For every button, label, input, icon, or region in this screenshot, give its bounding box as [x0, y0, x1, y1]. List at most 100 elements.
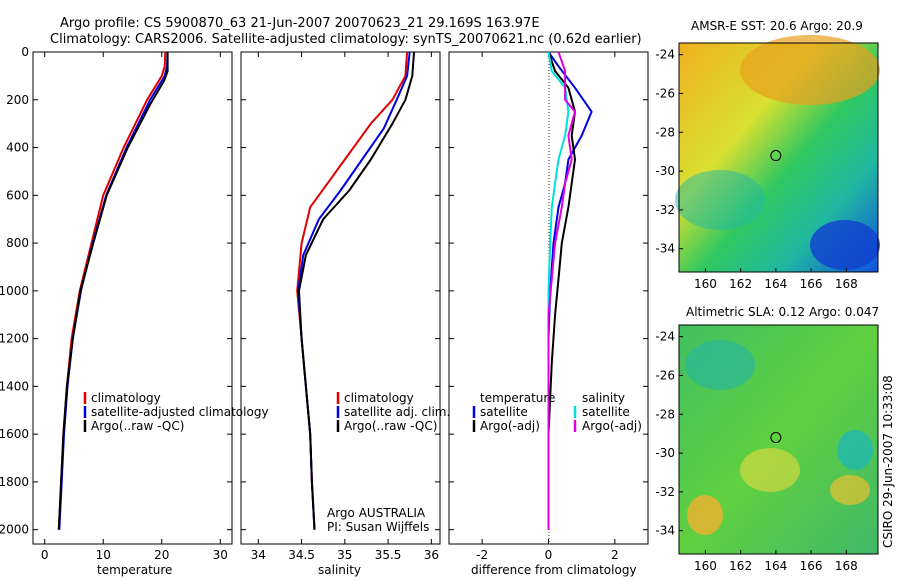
salinity-ticks: 34 34.5 35 35.5 36: [241, 51, 440, 562]
y-tick-label: -34: [655, 524, 675, 538]
y-tick-label: 200: [6, 93, 29, 107]
series-line: [547, 51, 576, 530]
x-tick-label: 34: [251, 548, 266, 562]
salinity-xlabel: salinity: [318, 563, 361, 577]
y-tick-label: 1200: [0, 332, 29, 346]
legend-argo: Argo(..raw -QC): [91, 419, 184, 433]
sla-patch-3: [837, 430, 873, 470]
y-tick-label: -32: [655, 485, 675, 499]
header-line1: Argo profile: CS 5900870_63 21-Jun-2007 …: [60, 16, 540, 31]
sla-patch-4: [687, 495, 723, 535]
temperature-ticks: 0 10 20 30 0 200 400 600 800 1000 1200 1400 1600 1800…: [0, 45, 232, 562]
series-line: [547, 51, 576, 530]
x-tick-label: 164: [764, 277, 787, 291]
difference-xlabel: difference from climatology: [471, 563, 637, 577]
x-tick-label: 164: [764, 559, 787, 573]
series-line: [296, 51, 409, 530]
temperature-series: [57, 51, 169, 530]
legend-salinity-head: salinity: [582, 391, 625, 405]
credit-pi: PI: Susan Wijffels: [327, 520, 429, 534]
y-tick-label: -26: [655, 86, 675, 100]
sst-map-markers: [770, 150, 782, 162]
sst-map-panel: AMSR-E SST: 20.6 Argo: 20.9 160 162 164 166…: [655, 19, 880, 291]
sst-cool-patch: [810, 220, 880, 270]
x-tick-label: 166: [800, 277, 823, 291]
temperature-xlabel: temperature: [97, 563, 172, 577]
y-tick-label: 400: [6, 141, 29, 155]
legend-climatology: climatology: [91, 391, 161, 405]
csiro-credit: CSIRO 29-Jun-2007 10:33:08: [881, 375, 895, 548]
x-tick-label: 168: [835, 277, 858, 291]
series-line: [57, 52, 169, 530]
salinity-panel: 34 34.5 35 35.5 36 salinity climatology sate…: [240, 51, 450, 577]
series-line: [57, 51, 167, 530]
sla-map-ticks: 160 162 164 166 168 -24 -26 -28 -30 -32 -34: [655, 330, 857, 573]
y-tick-label: -24: [655, 330, 675, 344]
temperature-legend: climatology satellite-adjusted climatolo…: [83, 391, 269, 433]
sla-patch-1: [685, 340, 755, 390]
y-tick-label: -28: [655, 125, 675, 139]
series-line: [58, 51, 169, 530]
temperature-frame: [32, 51, 233, 545]
y-tick-label: 1000: [0, 284, 29, 298]
legend-sat-adj: satellite-adjusted climatology: [91, 405, 269, 419]
sla-map-title: Altimetric SLA: 0.12 Argo: 0.047: [686, 305, 879, 319]
sst-warm-patch: [740, 35, 880, 105]
y-tick-label: -24: [655, 48, 675, 62]
header-line2: Climatology: CARS2006. Satellite-adjuste…: [50, 32, 642, 47]
credit-argo: Argo AUSTRALIA: [327, 506, 426, 520]
legend-temp-sat: satellite: [480, 405, 528, 419]
x-tick-label: 0: [41, 548, 49, 562]
legend-sal-argo: Argo(-adj): [582, 419, 642, 433]
difference-legend: temperature satellite Argo(-adj) salinit…: [472, 391, 642, 433]
difference-series: [547, 51, 593, 530]
x-tick-label: 20: [154, 548, 169, 562]
y-tick-label: 0: [21, 45, 29, 59]
sst-mid-patch: [675, 170, 765, 230]
sst-map-title: AMSR-E SST: 20.6 Argo: 20.9: [691, 19, 863, 33]
difference-ticks: -2 0 2: [449, 51, 648, 562]
series-line: [298, 51, 415, 530]
x-tick-label: -2: [476, 548, 488, 562]
sla-patch-2: [740, 448, 800, 492]
y-tick-label: -32: [655, 203, 675, 217]
legend-sal-sat: satellite: [582, 405, 630, 419]
difference-panel: -2 0 2 difference from climatology tempera…: [448, 51, 649, 577]
x-tick-label: 2: [611, 548, 619, 562]
x-tick-label: 168: [835, 559, 858, 573]
salinity-series: [296, 51, 415, 530]
x-tick-label: 166: [800, 559, 823, 573]
legend-temp-argo: Argo(-adj): [480, 419, 540, 433]
temperature-panel: 0 10 20 30 0 200 400 600 800 1000 1200 1400 1600 1800…: [0, 45, 269, 577]
y-tick-label: -34: [655, 242, 675, 256]
y-tick-label: -30: [655, 446, 675, 460]
y-tick-label: -26: [655, 368, 675, 382]
x-tick-label: 160: [694, 559, 717, 573]
legend-climatology: climatology: [344, 391, 414, 405]
series-line: [547, 51, 593, 530]
legend-sat-adj: satellite adj. clim.: [344, 405, 450, 419]
y-tick-label: 1600: [0, 427, 29, 441]
x-tick-label: 35.5: [375, 548, 402, 562]
sst-map-ticks: 160 162 164 166 168 -24 -26 -28 -30 -32 -34: [655, 48, 857, 291]
sst-map-frame: [678, 42, 879, 273]
salinity-frame: [240, 51, 441, 545]
sla-map-markers: [770, 432, 782, 444]
y-tick-label: 800: [6, 236, 29, 250]
argo-float-marker: [770, 150, 782, 162]
legend-temperature-head: temperature: [480, 391, 555, 405]
y-tick-label: 1400: [0, 379, 29, 393]
y-tick-label: 2000: [0, 523, 29, 537]
y-tick-label: 600: [6, 188, 29, 202]
x-tick-label: 0: [545, 548, 553, 562]
x-tick-label: 160: [694, 277, 717, 291]
x-tick-label: 162: [729, 277, 752, 291]
x-tick-label: 35: [337, 548, 352, 562]
x-tick-label: 36: [424, 548, 439, 562]
argo-float-marker: [770, 432, 782, 444]
y-tick-label: -28: [655, 407, 675, 421]
x-tick-label: 34.5: [288, 548, 315, 562]
x-tick-label: 162: [729, 559, 752, 573]
x-tick-label: 30: [213, 548, 228, 562]
